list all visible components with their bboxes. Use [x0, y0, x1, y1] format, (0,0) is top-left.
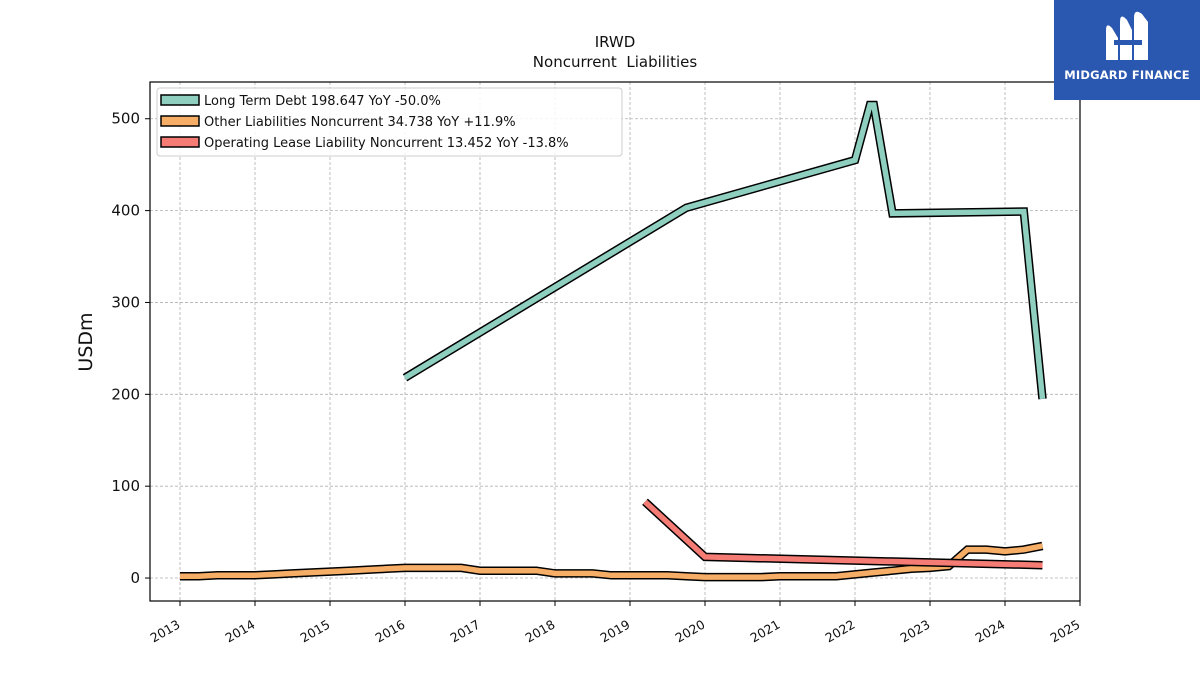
- series-group: [180, 100, 1047, 582]
- legend-label: Other Liabilities Noncurrent 34.738 YoY …: [204, 115, 516, 130]
- legend: Long Term Debt 198.647 YoY -50.0% Other L…: [156, 87, 623, 157]
- x-tick-label: 2013: [148, 617, 183, 646]
- y-tick-label: 200: [111, 385, 140, 403]
- x-tick-label: 2022: [823, 617, 858, 646]
- x-tick-label: 2024: [973, 617, 1008, 646]
- x-tick-label: 2017: [448, 617, 483, 646]
- series-line-0: [402, 100, 1047, 400]
- y-tick-label: 300: [111, 293, 140, 311]
- brand-logo: MIDGARD FINANCE: [1054, 0, 1200, 100]
- legend-swatch: [160, 94, 200, 106]
- y-tick-label: 100: [111, 477, 140, 495]
- x-tick-label: 2016: [373, 617, 408, 646]
- legend-swatch: [160, 115, 200, 127]
- x-tick-label: 2018: [523, 617, 558, 646]
- legend-label: Long Term Debt 198.647 YoY -50.0%: [204, 94, 441, 109]
- x-tick-label: 2021: [748, 617, 783, 646]
- x-tick-label: 2023: [898, 617, 933, 646]
- series-line-1: [180, 541, 1044, 582]
- x-tick-label: 2019: [598, 617, 633, 646]
- y-tick-label: 500: [111, 110, 140, 128]
- legend-label: Operating Lease Liability Noncurrent 13.…: [204, 136, 569, 151]
- y-tick-label: 400: [111, 202, 140, 220]
- x-tick-label: 2015: [298, 617, 333, 646]
- chart-title: IRWD: [595, 33, 636, 51]
- legend-swatch: [160, 136, 200, 148]
- chart-subtitle: Noncurrent Liabilities: [533, 53, 698, 71]
- plot-frame: [149, 81, 1081, 602]
- y-axis-label: USDm: [75, 312, 97, 371]
- x-tick-label: 2020: [673, 617, 708, 646]
- logo-text: MIDGARD FINANCE: [1064, 68, 1190, 82]
- logo-mark-icon: [1106, 11, 1148, 61]
- series-path: [643, 499, 1043, 568]
- series-line-2: [642, 498, 1043, 570]
- series-path: [180, 543, 1044, 580]
- x-tick-label: 2025: [1048, 617, 1083, 646]
- x-tick-label: 2014: [223, 617, 258, 646]
- series-path: [403, 102, 1046, 400]
- grid: [150, 82, 1081, 601]
- y-tick-label: 0: [130, 569, 140, 587]
- legend-box: [156, 87, 623, 157]
